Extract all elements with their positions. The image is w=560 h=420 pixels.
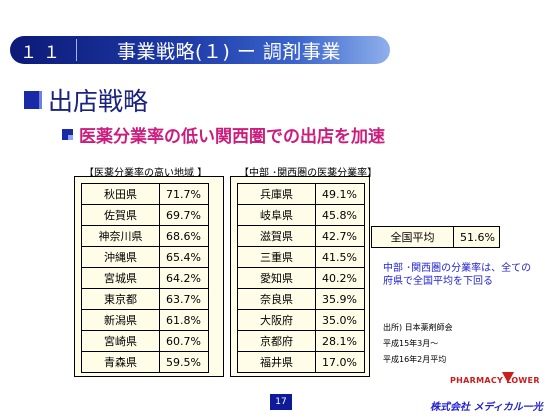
sub-heading: 医薬分業率の低い関西圏での出店を加速 xyxy=(62,122,385,147)
table-row: 秋田県 71.7% xyxy=(81,183,209,205)
rate-cell: 61.8% xyxy=(159,309,209,331)
prefecture-cell: 滋賀県 xyxy=(237,225,316,247)
table-row: 青森県 59.5% xyxy=(81,351,209,373)
table-row: 宮城県 64.2% xyxy=(81,267,209,289)
source-line: 出所) 日本薬剤師会 xyxy=(383,323,453,332)
prefecture-cell: 福井県 xyxy=(237,351,316,373)
section-number: １１ xyxy=(20,42,66,63)
rate-cell: 59.5% xyxy=(159,351,209,373)
table-row: 愛知県 40.2% xyxy=(237,267,365,289)
prefecture-cell: 佐賀県 xyxy=(81,204,160,226)
prefecture-cell: 宮城県 xyxy=(81,267,160,289)
rate-cell: 45.8% xyxy=(315,204,365,226)
company-name: 株式会社 メディカル一光 xyxy=(430,402,543,413)
kansai-rate-table: 兵庫県 49.1% 岐阜県 45.8% 滋賀県 42.7% 三重県 41.5% 愛知県 40.2%… xyxy=(237,183,365,373)
table-row: 佐賀県 69.7% xyxy=(81,204,209,226)
sub-heading-text: 医薬分業率の低い関西圏での出店を加速 xyxy=(79,127,385,147)
rate-cell: 49.1% xyxy=(315,183,365,205)
national-average-table: 全国平均 51.6% xyxy=(371,226,500,248)
prefecture-cell: 岐阜県 xyxy=(237,204,316,226)
prefecture-cell: 京都府 xyxy=(237,330,316,352)
prefecture-cell: 三重県 xyxy=(237,246,316,268)
national-average-label: 全国平均 xyxy=(371,226,454,248)
table-row: 兵庫県 49.1% xyxy=(237,183,365,205)
mid-table-caption: 【中部 ･関西圏の医薬分業率】 xyxy=(239,168,378,179)
prefecture-cell: 新潟県 xyxy=(81,309,160,331)
page-number: 17 xyxy=(270,394,292,410)
square-bullet-icon xyxy=(62,129,73,140)
section-title: 事業戦略(１) ー 調剤事業 xyxy=(117,40,341,63)
rate-cell: 42.7% xyxy=(315,225,365,247)
comparison-note: 中部 ･関西圏の分業率は、全ての府県で全国平均を下回る xyxy=(383,263,532,287)
prefecture-cell: 青森県 xyxy=(81,351,160,373)
prefecture-cell: 宮崎県 xyxy=(81,330,160,352)
logo-v-icon xyxy=(502,372,514,383)
rate-cell: 71.7% xyxy=(159,183,209,205)
table-row: 滋賀県 42.7% xyxy=(237,225,365,247)
rate-cell: 69.7% xyxy=(159,204,209,226)
rate-cell: 28.1% xyxy=(315,330,365,352)
rate-cell: 35.0% xyxy=(315,309,365,331)
rate-cell: 40.2% xyxy=(315,267,365,289)
rate-cell: 60.7% xyxy=(159,330,209,352)
source-note: 出所) 日本薬剤師会 平成15年3月～ 平成16年2月平均 xyxy=(383,320,453,368)
prefecture-cell: 神奈川県 xyxy=(81,225,160,247)
rate-cell: 17.0% xyxy=(315,351,365,373)
rate-cell: 65.4% xyxy=(159,246,209,268)
prefecture-cell: 大阪府 xyxy=(237,309,316,331)
prefecture-cell: 東京都 xyxy=(81,288,160,310)
table-row: 神奈川県 68.6% xyxy=(81,225,209,247)
rate-cell: 63.7% xyxy=(159,288,209,310)
table-row: 全国平均 51.6% xyxy=(371,226,500,248)
table-row: 京都府 28.1% xyxy=(237,330,365,352)
prefecture-cell: 兵庫県 xyxy=(237,183,316,205)
rate-cell: 35.9% xyxy=(315,288,365,310)
rate-cell: 64.2% xyxy=(159,267,209,289)
logo-wordmark: PHARMACY LOWER xyxy=(450,376,540,385)
table-row: 沖縄県 65.4% xyxy=(81,246,209,268)
rate-cell: 41.5% xyxy=(315,246,365,268)
high-rate-table: 秋田県 71.7% 佐賀県 69.7% 神奈川県 68.6% 沖縄県 65.4% 宮城県 64.2… xyxy=(81,183,209,373)
section-header: １１ 事業戦略(１) ー 調剤事業 xyxy=(10,36,390,64)
left-table-caption: 【医薬分業率の高い地域 】 xyxy=(84,168,208,179)
rate-cell: 68.6% xyxy=(159,225,209,247)
prefecture-cell: 愛知県 xyxy=(237,267,316,289)
table-row: 新潟県 61.8% xyxy=(81,309,209,331)
table-row: 大阪府 35.0% xyxy=(237,309,365,331)
table-row: 宮崎県 60.7% xyxy=(81,330,209,352)
source-line: 平成15年3月～ xyxy=(383,339,439,348)
square-bullet-icon xyxy=(24,91,42,109)
table-row: 東京都 63.7% xyxy=(81,288,209,310)
prefecture-cell: 奈良県 xyxy=(237,288,316,310)
main-heading-text: 出店戦略 xyxy=(48,87,149,116)
table-row: 岐阜県 45.8% xyxy=(237,204,365,226)
table-row: 福井県 17.0% xyxy=(237,351,365,373)
header-divider xyxy=(76,39,77,61)
table-row: 三重県 41.5% xyxy=(237,246,365,268)
prefecture-cell: 沖縄県 xyxy=(81,246,160,268)
main-heading: 出店戦略 xyxy=(24,82,148,118)
prefecture-cell: 秋田県 xyxy=(81,183,160,205)
source-line: 平成16年2月平均 xyxy=(383,355,447,364)
national-average-value: 51.6% xyxy=(453,226,500,248)
table-row: 奈良県 35.9% xyxy=(237,288,365,310)
